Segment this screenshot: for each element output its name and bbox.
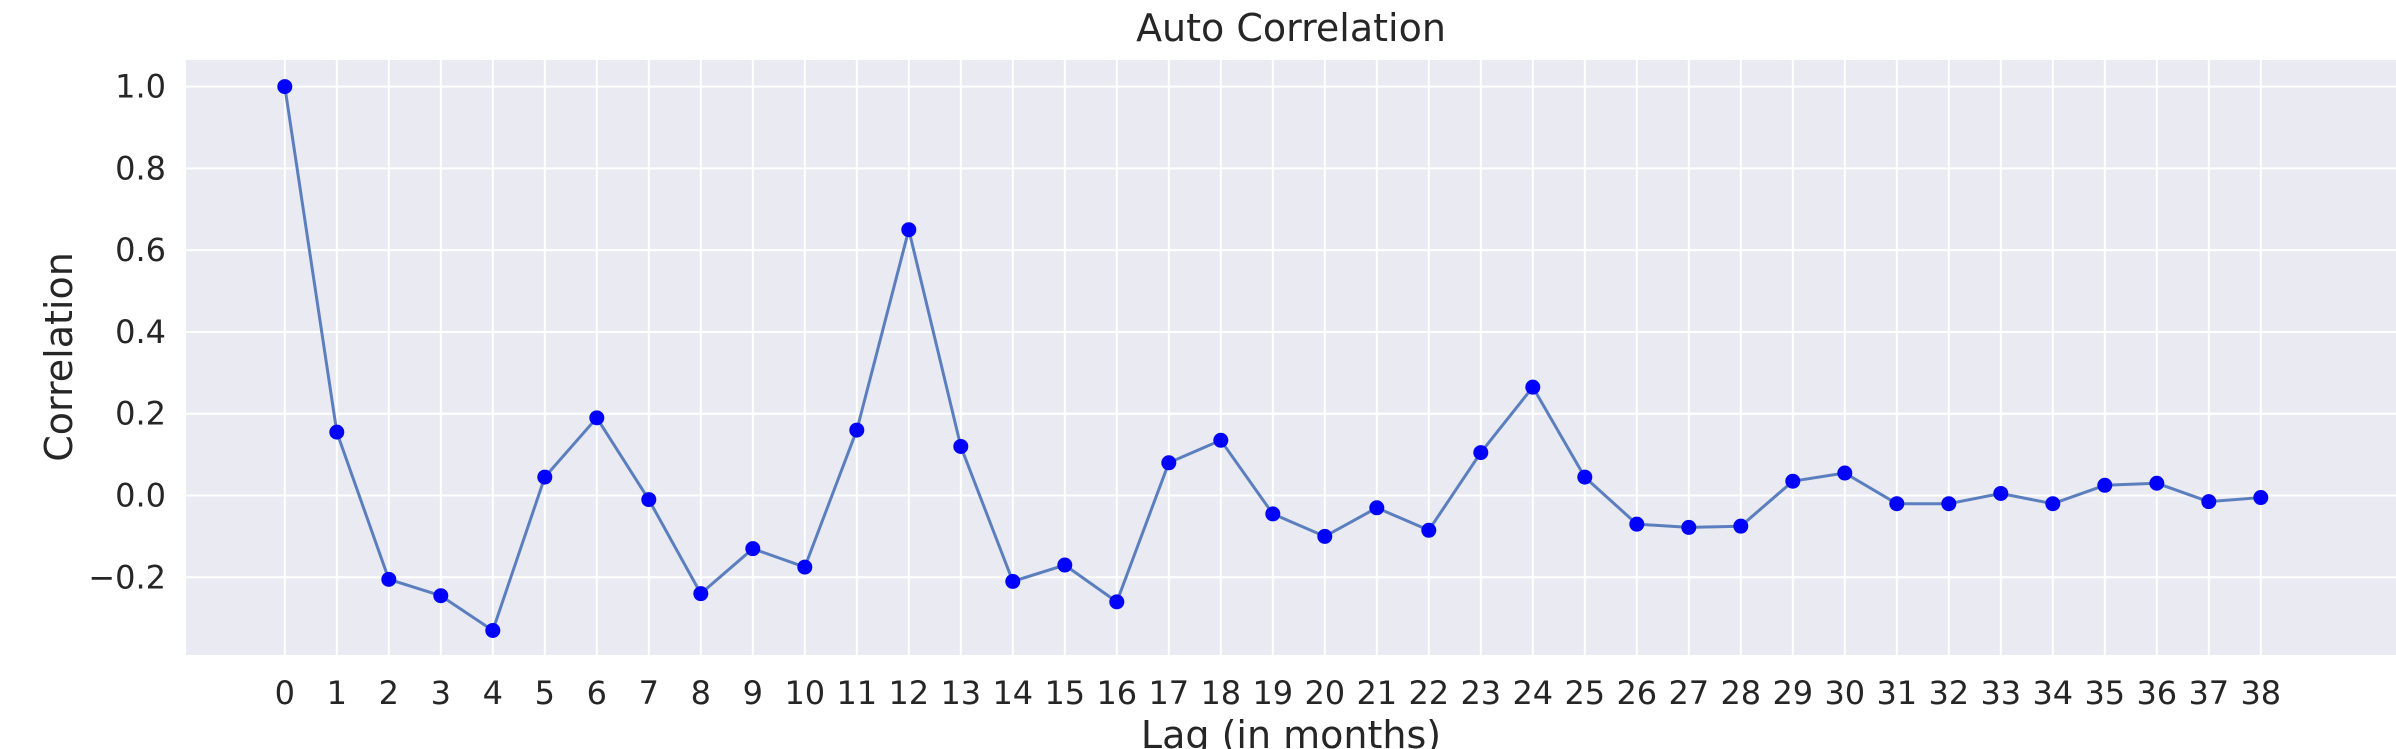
x-tick-label-11: 11 xyxy=(836,674,877,712)
data-point-lag-20 xyxy=(1317,528,1333,544)
data-point-lag-18 xyxy=(1213,432,1229,448)
data-point-lag-16 xyxy=(1109,594,1125,610)
data-point-lag-23 xyxy=(1473,445,1489,461)
x-tick-label-37: 37 xyxy=(2188,674,2229,712)
x-tick-label-26: 26 xyxy=(1616,674,1657,712)
grid-lines xyxy=(186,60,2396,655)
plot-area xyxy=(186,60,2396,655)
x-tick-label-32: 32 xyxy=(1928,674,1969,712)
x-tick-label-15: 15 xyxy=(1044,674,1085,712)
data-point-lag-30 xyxy=(1837,465,1853,481)
y-tick-labels: −0.2 0.0 0.2 0.4 0.6 0.8 1.0 xyxy=(88,68,166,597)
x-tick-label-13: 13 xyxy=(940,674,981,712)
x-tick-label-27: 27 xyxy=(1668,674,1709,712)
data-point-lag-15 xyxy=(1057,557,1073,573)
x-tick-label-16: 16 xyxy=(1096,674,1137,712)
y-tick-label-2: 0.2 xyxy=(115,395,166,433)
data-point-lag-29 xyxy=(1785,473,1801,489)
x-tick-label-38: 38 xyxy=(2240,674,2281,712)
x-tick-label-4: 4 xyxy=(483,674,503,712)
data-point-lag-10 xyxy=(797,559,813,575)
x-tick-label-22: 22 xyxy=(1408,674,1449,712)
x-tick-label-24: 24 xyxy=(1512,674,1553,712)
x-tick-label-2: 2 xyxy=(379,674,399,712)
data-point-lag-8 xyxy=(693,586,709,602)
data-point-lag-35 xyxy=(2097,477,2113,493)
data-point-lag-37 xyxy=(2201,494,2217,510)
data-point-lag-34 xyxy=(2045,496,2061,512)
x-tick-label-33: 33 xyxy=(1980,674,2021,712)
x-tick-label-6: 6 xyxy=(587,674,607,712)
x-tick-label-19: 19 xyxy=(1252,674,1293,712)
data-point-lag-14 xyxy=(1005,573,1021,589)
data-point-lag-22 xyxy=(1421,522,1437,538)
x-axis-title: Lag (in months) xyxy=(1141,713,1441,749)
y-tick-label-0: −0.2 xyxy=(88,558,166,596)
data-point-lag-38 xyxy=(2253,490,2269,506)
data-point-lag-3 xyxy=(433,588,449,604)
data-point-lag-2 xyxy=(381,571,397,587)
data-point-lag-7 xyxy=(641,492,657,508)
data-point-lag-11 xyxy=(849,422,865,438)
x-tick-label-3: 3 xyxy=(431,674,451,712)
y-axis-title: Correlation xyxy=(37,252,81,462)
x-tick-label-29: 29 xyxy=(1772,674,1813,712)
data-point-lag-27 xyxy=(1681,519,1697,535)
data-point-lag-5 xyxy=(537,469,553,485)
data-point-lag-0 xyxy=(277,79,293,95)
x-tick-label-0: 0 xyxy=(275,674,295,712)
x-tick-label-18: 18 xyxy=(1200,674,1241,712)
data-point-lag-9 xyxy=(745,541,761,557)
data-point-lag-21 xyxy=(1369,500,1385,516)
data-point-lag-26 xyxy=(1629,516,1645,532)
x-tick-label-12: 12 xyxy=(888,674,929,712)
chart-title: Auto Correlation xyxy=(1136,6,1446,50)
data-point-lag-32 xyxy=(1941,496,1957,512)
x-tick-label-1: 1 xyxy=(327,674,347,712)
series-points xyxy=(277,79,2269,638)
y-tick-label-4: 0.6 xyxy=(115,231,166,269)
x-tick-label-23: 23 xyxy=(1460,674,1501,712)
y-tick-label-3: 0.4 xyxy=(115,313,166,351)
data-point-lag-1 xyxy=(329,424,345,440)
x-tick-label-28: 28 xyxy=(1720,674,1761,712)
x-tick-label-34: 34 xyxy=(2032,674,2073,712)
x-tick-label-9: 9 xyxy=(743,674,763,712)
x-tick-label-35: 35 xyxy=(2084,674,2125,712)
data-point-lag-33 xyxy=(1993,485,2009,501)
x-tick-label-25: 25 xyxy=(1564,674,1605,712)
data-point-lag-12 xyxy=(901,222,917,238)
data-point-lag-28 xyxy=(1733,518,1749,534)
data-point-lag-13 xyxy=(953,438,969,454)
x-tick-label-7: 7 xyxy=(639,674,659,712)
x-tick-label-21: 21 xyxy=(1356,674,1397,712)
x-tick-label-10: 10 xyxy=(784,674,825,712)
x-tick-label-31: 31 xyxy=(1876,674,1917,712)
x-tick-label-20: 20 xyxy=(1304,674,1345,712)
data-point-lag-6 xyxy=(589,410,605,426)
x-tick-label-14: 14 xyxy=(992,674,1033,712)
x-tick-label-17: 17 xyxy=(1148,674,1189,712)
data-point-lag-25 xyxy=(1577,469,1593,485)
x-tick-label-8: 8 xyxy=(691,674,711,712)
data-point-lag-31 xyxy=(1889,496,1905,512)
data-point-lag-19 xyxy=(1265,506,1281,522)
data-point-lag-36 xyxy=(2149,475,2165,491)
data-point-lag-17 xyxy=(1161,455,1177,471)
x-tick-labels: 0 1 2 3 4 5 6 7 8 9 10 11 12 13 14 15 16 17 18 19 20 21 22 23 24… xyxy=(275,674,2282,712)
y-tick-label-1: 0.0 xyxy=(115,477,166,515)
x-tick-label-30: 30 xyxy=(1824,674,1865,712)
x-tick-label-5: 5 xyxy=(535,674,555,712)
x-tick-label-36: 36 xyxy=(2136,674,2177,712)
data-point-lag-4 xyxy=(485,622,501,638)
y-tick-label-6: 1.0 xyxy=(115,68,166,106)
data-point-lag-24 xyxy=(1525,379,1541,395)
y-tick-label-5: 0.8 xyxy=(115,149,166,187)
